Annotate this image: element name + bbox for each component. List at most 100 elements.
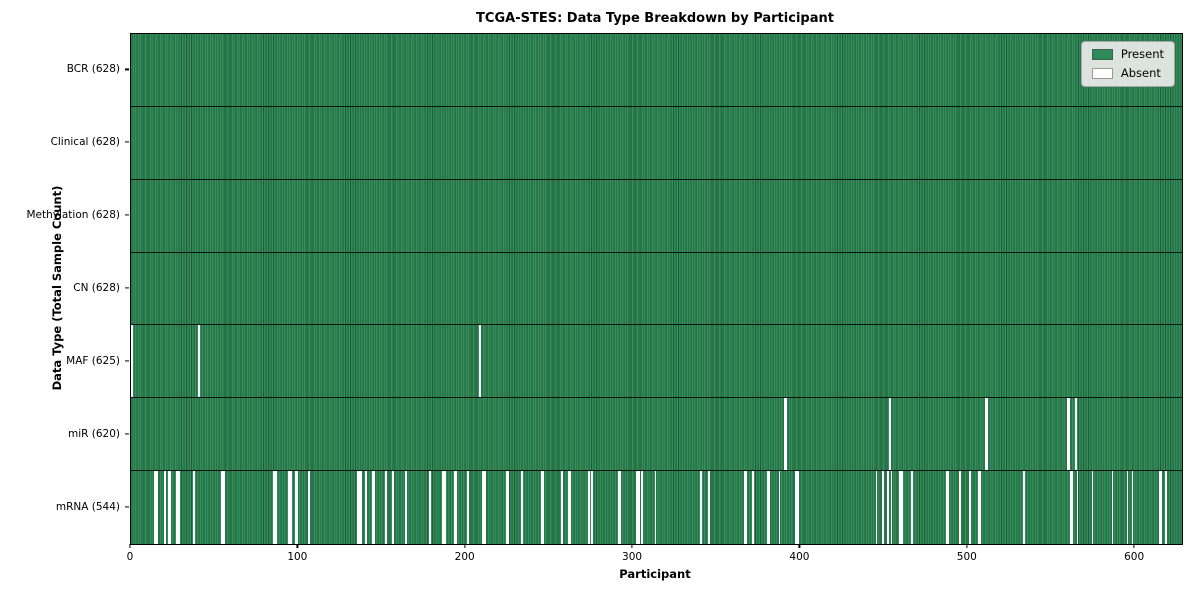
absent-stripe — [197, 325, 200, 398]
y-tick-mark — [125, 360, 129, 362]
x-axis-title: Participant — [619, 567, 691, 581]
x-tick-mark — [129, 544, 131, 548]
y-tick-mark — [125, 433, 129, 435]
row-Clinical — [131, 106, 1182, 180]
absent-stripe — [795, 471, 799, 544]
absent-stripe — [1165, 471, 1167, 544]
absent-stripe — [751, 471, 754, 544]
absent-stripe — [1091, 471, 1094, 544]
absent-stripe — [164, 471, 167, 544]
absent-stripe — [442, 471, 446, 544]
absent-stripe — [882, 471, 885, 544]
absent-stripe — [1066, 398, 1070, 471]
absent-stripe — [977, 471, 982, 544]
y-axis-ticks: BCR (628) Clinical (628) Methylation (628)… — [0, 33, 130, 543]
absent-stripe — [1069, 471, 1074, 544]
absent-stripe — [946, 471, 950, 544]
absent-stripe — [176, 471, 180, 544]
absent-stripe — [887, 471, 890, 544]
x-tick-mark — [1133, 544, 1135, 548]
plot-area: Present Absent — [130, 33, 1183, 545]
chart-title: TCGA-STES: Data Type Breakdown by Partic… — [476, 11, 834, 26]
y-tick-label-Clinical: Clinical (628) — [50, 136, 120, 149]
absent-stripe — [541, 471, 545, 544]
absent-stripe — [1076, 471, 1079, 544]
absent-stripe — [910, 471, 913, 544]
absent-stripe — [591, 471, 593, 544]
absent-stripe — [766, 471, 771, 544]
row-BCR — [131, 34, 1182, 107]
absent-stripe — [969, 471, 972, 544]
y-tick-label-mRNA: mRNA (544) — [55, 500, 120, 513]
absent-stripe — [899, 471, 903, 544]
absent-stripe — [561, 471, 563, 544]
legend-entry-present: Present — [1091, 47, 1164, 61]
x-tick-mark — [296, 544, 298, 548]
absent-stripe — [365, 471, 367, 544]
row-Methylation — [131, 179, 1182, 253]
x-tick-label: 600 — [1124, 551, 1145, 563]
legend-swatch-absent-icon — [1091, 67, 1113, 79]
absent-stripe — [405, 471, 408, 544]
y-tick-mark — [125, 505, 129, 508]
row-mRNA — [131, 471, 1182, 544]
absent-stripe — [371, 471, 376, 544]
x-tick-mark — [631, 544, 633, 548]
y-tick-label-miR: miR (620) — [67, 427, 120, 440]
row-CN — [131, 252, 1182, 326]
absent-stripe — [778, 471, 781, 544]
row-miR — [131, 398, 1182, 472]
absent-stripe — [221, 471, 225, 544]
y-tick-mark — [125, 68, 129, 71]
absent-stripe — [295, 471, 299, 544]
x-tick-mark — [966, 544, 968, 548]
absent-stripe — [708, 471, 711, 544]
absent-stripe — [1023, 471, 1025, 544]
absent-stripe — [308, 471, 311, 544]
absent-stripe — [356, 471, 362, 544]
legend-label-present: Present — [1120, 47, 1164, 61]
absent-stripe — [1131, 471, 1134, 544]
absent-stripe — [618, 471, 622, 544]
absent-stripe — [392, 471, 394, 544]
absent-stripe — [154, 471, 158, 544]
y-tick-label-Methylation: Methylation (628) — [26, 209, 120, 222]
legend-entry-absent: Absent — [1091, 67, 1164, 80]
absent-stripe — [1074, 398, 1077, 471]
x-tick-label: 0 — [126, 551, 134, 563]
absent-stripe — [453, 471, 458, 544]
y-tick-mark — [125, 141, 129, 143]
x-tick-label: 200 — [454, 551, 475, 563]
row-MAF — [131, 325, 1182, 399]
absent-stripe — [1111, 471, 1114, 544]
absent-stripe — [1126, 471, 1129, 544]
absent-stripe — [131, 325, 133, 398]
x-tick-label: 300 — [622, 551, 643, 563]
absent-stripe — [428, 471, 431, 544]
absent-stripe — [636, 471, 640, 544]
absent-stripe — [482, 471, 486, 544]
x-tick-label: 400 — [789, 551, 810, 563]
absent-stripe — [467, 471, 470, 544]
absent-stripe — [641, 471, 644, 544]
rows-container — [131, 34, 1182, 544]
legend-swatch-present-icon — [1091, 49, 1113, 61]
x-tick-label: 100 — [287, 551, 308, 563]
y-tick-mark — [125, 214, 129, 216]
absent-stripe — [167, 471, 172, 544]
absent-stripe — [479, 325, 481, 398]
y-tick-mark — [125, 287, 129, 289]
absent-stripe — [654, 471, 657, 544]
absent-stripe — [700, 471, 702, 544]
x-tick-mark — [464, 544, 466, 548]
absent-stripe — [875, 471, 878, 544]
absent-stripe — [520, 471, 523, 544]
absent-stripe — [743, 471, 747, 544]
x-tick-mark — [798, 544, 801, 548]
x-tick-label: 500 — [956, 551, 977, 563]
absent-stripe — [567, 471, 572, 544]
y-tick-label-MAF: MAF (625) — [66, 354, 120, 367]
y-tick-label-CN: CN (628) — [73, 282, 120, 294]
absent-stripe — [587, 471, 590, 544]
